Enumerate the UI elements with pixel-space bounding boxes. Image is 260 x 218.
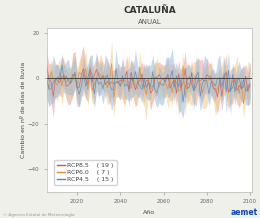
- Text: ANUAL: ANUAL: [138, 19, 161, 25]
- Legend: RCP8.5    ( 19 ), RCP6.0    ( 7 ), RCP4.5    ( 15 ): RCP8.5 ( 19 ), RCP6.0 ( 7 ), RCP4.5 ( 15…: [54, 160, 117, 186]
- X-axis label: Año: Año: [144, 210, 155, 215]
- Y-axis label: Cambio en nº de días de lluvia: Cambio en nº de días de lluvia: [21, 62, 26, 158]
- Text: © Agencia Estatal de Meteorología: © Agencia Estatal de Meteorología: [3, 213, 74, 217]
- Text: CATALUÑA: CATALUÑA: [123, 6, 176, 15]
- Text: aemet: aemet: [230, 208, 257, 217]
